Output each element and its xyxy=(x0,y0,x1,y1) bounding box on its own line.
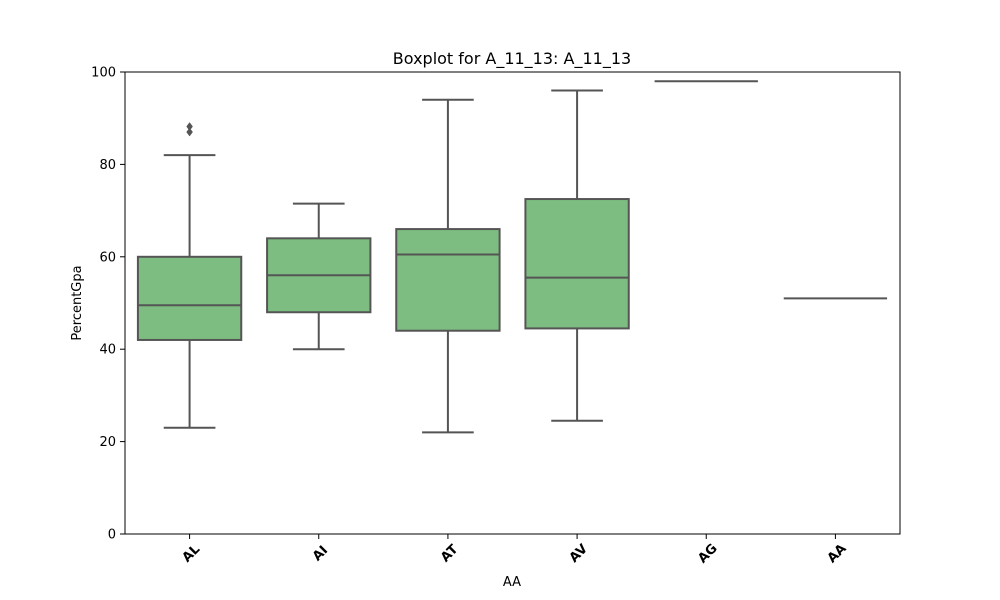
x-tick-label: AL xyxy=(180,542,204,566)
y-axis-label: PercentGpa xyxy=(70,265,85,340)
x-axis-label: AA xyxy=(503,575,521,590)
x-tick-label: AI xyxy=(310,543,331,564)
y-tick-label: 100 xyxy=(91,66,116,81)
x-tick-label: AA xyxy=(825,541,850,566)
y-tick-label: 40 xyxy=(99,343,116,358)
outlier-point xyxy=(186,127,193,137)
plot-frame xyxy=(124,71,901,535)
x-tick-label: AG xyxy=(695,541,720,566)
y-tick-label: 80 xyxy=(99,158,116,173)
y-tick-label: 0 xyxy=(108,528,116,543)
iqr-box xyxy=(524,198,630,330)
y-axis: 0 20 40 60 80 100 xyxy=(91,66,125,543)
y-tick-label: 60 xyxy=(99,250,116,265)
box-ai xyxy=(266,202,372,351)
box-al xyxy=(136,122,243,429)
y-tick-label: 20 xyxy=(99,435,116,450)
x-tick-label: AV xyxy=(567,542,591,566)
iqr-box xyxy=(395,228,501,332)
x-tick-label: AT xyxy=(438,542,461,565)
plot-area xyxy=(136,80,888,434)
iqr-box xyxy=(136,255,243,341)
box-at xyxy=(395,98,501,434)
outlier-point xyxy=(186,122,193,131)
box-av xyxy=(524,89,630,422)
chart-title: Boxplot for A_11_13: A_11_13 xyxy=(393,49,631,69)
x-axis: AL AI AT AV AG AA xyxy=(180,534,850,566)
